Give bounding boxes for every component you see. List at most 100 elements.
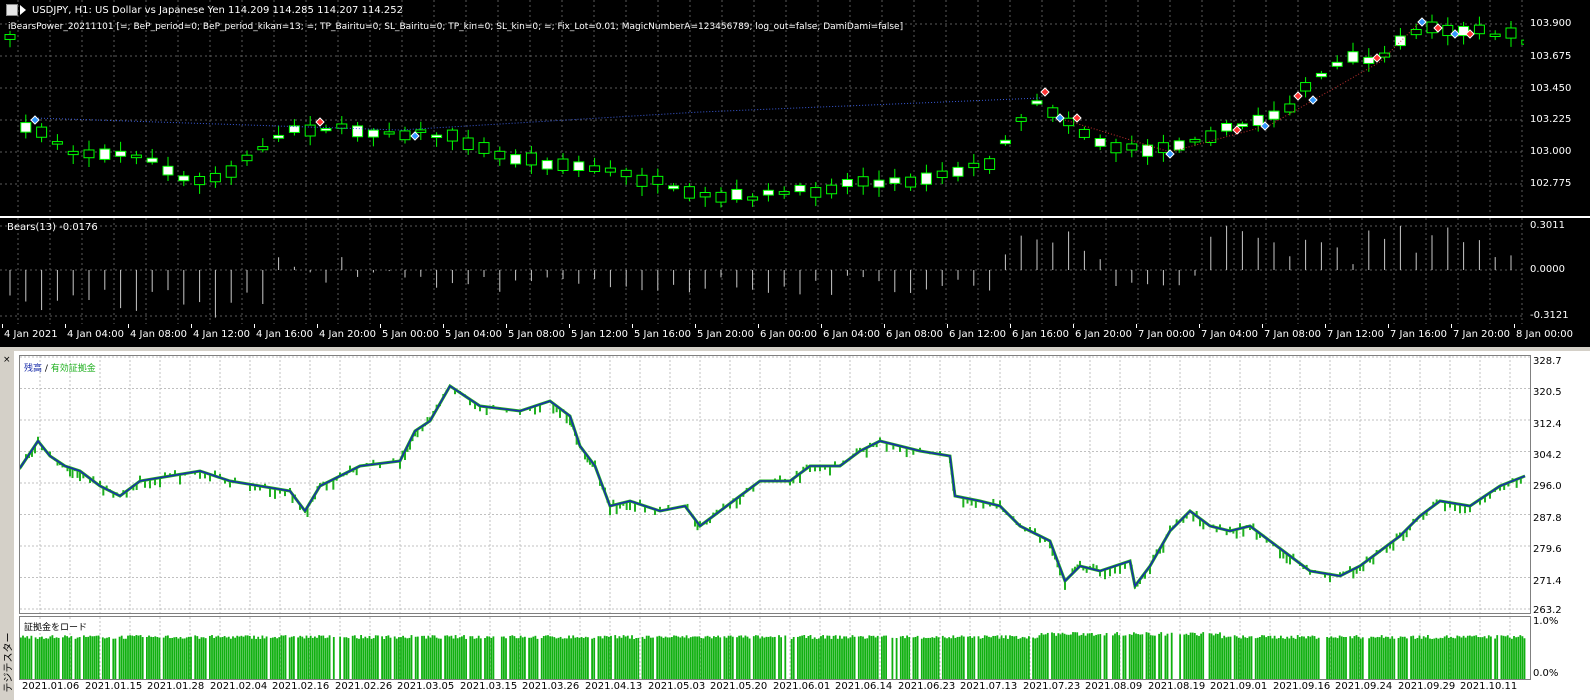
margin-bar [303,638,306,679]
price-chart[interactable] [0,0,1524,215]
margin-bar [236,635,239,679]
price-axis[interactable]: 103.900 103.675 103.450 103.225 103.000 … [1524,0,1590,215]
margin-bar [971,637,974,679]
time-tick [1388,324,1389,328]
margin-bar [937,637,940,679]
margin-bar [1511,638,1513,679]
candle-body [304,124,316,137]
time-label: 5 Jan 00:00 [382,329,439,340]
margin-bar [767,636,770,679]
candle-body [257,146,269,151]
trade-arrow [1055,113,1065,123]
margin-bar [248,635,251,679]
margin-bar [1307,636,1310,679]
margin-bar [792,637,795,679]
margin-bar [801,635,803,679]
subwindow-separator[interactable] [0,216,1590,218]
margin-bar [435,637,438,679]
margin-bar [719,637,722,679]
candle-body [1031,100,1043,105]
margin-bar [311,637,314,679]
margin-bar [89,635,92,679]
margin-bar [702,638,705,679]
candle-body [67,150,79,156]
date-label: 2021.09.01 [1210,681,1268,692]
candle-body [604,167,616,173]
margin-bar [1275,638,1278,679]
margin-bar [1464,637,1467,679]
margin-bar [137,635,140,679]
time-tick [1514,324,1515,328]
margin-bar [603,635,606,679]
close-icon[interactable]: × [3,355,11,365]
margin-load-graph[interactable]: 証拠金をロード [19,616,1531,680]
margin-bar [150,636,152,679]
legend-equity: 有効証拠金 [50,364,96,374]
margin-bar [1515,637,1517,679]
margin-bar [1361,637,1364,679]
margin-bar [1240,638,1242,679]
date-label: 2021.09.29 [1398,681,1456,692]
date-label: 2021.01.28 [147,681,205,692]
margin-bar [710,638,713,679]
equity-graph[interactable]: 残高 / 有効証拠金 [19,355,1531,614]
bears-power-subwindow[interactable] [0,218,1524,324]
margin-bar [1028,636,1030,679]
margin-bar [1490,636,1492,679]
margin-bar [408,637,411,679]
margin-bar [662,637,665,679]
candle-body [320,128,332,132]
candle-body [731,188,743,201]
margin-bar [1259,636,1261,679]
candle-body [999,139,1011,145]
margin-bar [727,635,730,679]
equity-label: 312.4 [1533,419,1562,430]
margin-bar [845,636,848,679]
mt4-chart-window[interactable]: USDJPY, H1: US Dollar vs Japanese Yen 11… [0,0,1590,347]
margin-bar [664,636,667,679]
candle-body [431,134,443,138]
candle-body [1015,117,1027,122]
margin-bar [769,636,772,679]
margin-bar [387,635,390,679]
margin-bar [1296,635,1299,679]
time-axis[interactable]: 4 Jan 2021 4 Jan 04:00 4 Jan 08:00 4 Jan 12… [0,324,1590,347]
margin-bar [853,636,856,679]
margin-bar [675,635,677,679]
margin-bar [223,636,226,679]
margin-bar [1471,636,1473,679]
margin-bar [51,635,54,679]
margin-bar [290,636,293,679]
margin-label: 証拠金をロード [24,620,88,633]
margin-bar [139,635,142,679]
date-label: 2021.08.19 [1148,681,1206,692]
margin-bar [870,635,873,679]
margin-bar [1315,638,1318,679]
margin-bar [1382,637,1385,679]
margin-bar [784,635,787,679]
margin-bar [301,636,304,679]
margin-bar [225,637,228,679]
margin-bar [1017,638,1020,679]
tester-side-tab[interactable]: × [0,351,14,700]
candle-body [541,160,553,170]
price-chart-canvas[interactable] [0,0,1524,215]
margin-bar [981,637,984,679]
margin-bar [515,638,518,679]
panel-splitter[interactable] [0,347,1590,351]
margin-bar [1475,635,1478,679]
margin-bar [215,636,218,679]
margin-bar [818,638,820,679]
margin-bar [1273,635,1276,679]
time-tick [569,324,570,328]
margin-bar [458,637,461,679]
margin-bar [824,638,827,679]
margin-bar [757,635,759,679]
margin-bar [708,636,711,679]
trade-arrow [1293,91,1303,101]
margin-bar [1061,632,1064,679]
margin-bar [717,635,719,679]
margin-bar [265,636,268,679]
margin-bar [1431,638,1433,679]
date-label: 2021.07.13 [960,681,1018,692]
